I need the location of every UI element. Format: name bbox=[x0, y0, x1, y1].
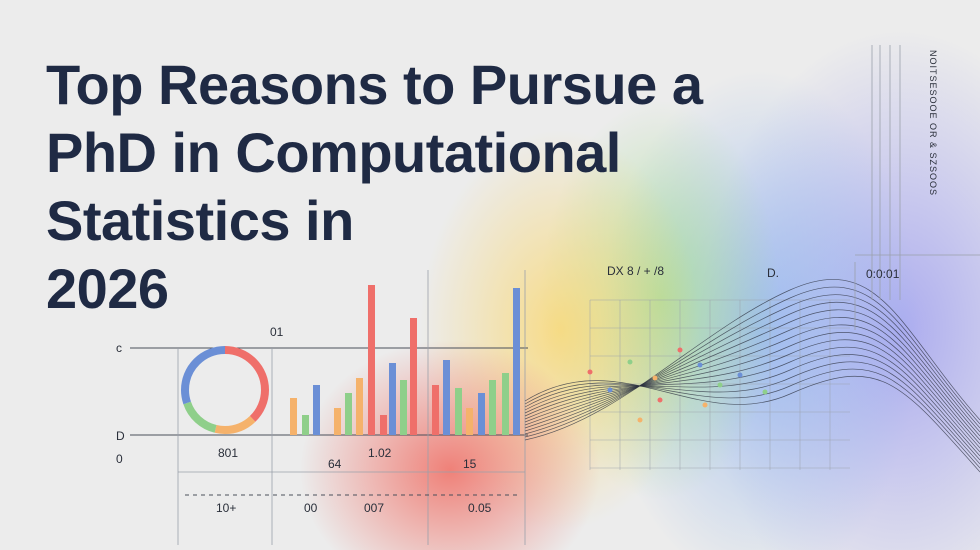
label: D. bbox=[767, 266, 779, 280]
label: 0 bbox=[116, 452, 123, 466]
wave-line bbox=[524, 331, 980, 449]
bar-group bbox=[290, 285, 520, 435]
wave-graphic bbox=[524, 45, 980, 473]
label: 1.02 bbox=[368, 446, 392, 460]
node-dot bbox=[627, 359, 633, 365]
decor-bar bbox=[410, 318, 417, 435]
wave-line bbox=[524, 302, 980, 433]
decor-bar bbox=[380, 415, 387, 435]
donut-segment bbox=[181, 346, 269, 434]
decor-bar bbox=[432, 385, 439, 435]
title-line: Top Reasons to Pursue a bbox=[46, 53, 704, 116]
vertical-label: NOITSESOOE OR & SZSOOS bbox=[928, 50, 938, 196]
wave-line bbox=[524, 317, 980, 441]
decor-bar bbox=[478, 393, 485, 435]
label: 00 bbox=[304, 501, 318, 515]
label: c bbox=[116, 341, 122, 355]
decor-bar bbox=[302, 415, 309, 435]
decor-bar bbox=[513, 288, 520, 435]
decor-bar bbox=[489, 380, 496, 435]
wave-line bbox=[524, 286, 980, 438]
node-dot bbox=[587, 369, 593, 375]
decor-bar bbox=[400, 380, 407, 435]
decor-bar bbox=[368, 285, 375, 435]
decor-bar bbox=[502, 373, 509, 435]
label: 10+ bbox=[216, 501, 236, 515]
label: 01 bbox=[270, 325, 284, 339]
node-dot bbox=[717, 382, 723, 388]
title-line: 2026 bbox=[46, 257, 169, 320]
decor-bar bbox=[356, 378, 363, 435]
wave-line bbox=[524, 368, 980, 469]
label: D bbox=[116, 429, 125, 443]
label: 0.05 bbox=[468, 501, 492, 515]
node-dot bbox=[702, 402, 708, 408]
title-line: Statistics in bbox=[46, 189, 354, 252]
decor-bar bbox=[389, 363, 396, 435]
node-dot bbox=[607, 387, 613, 393]
wave-line bbox=[524, 354, 980, 461]
node-dot bbox=[737, 372, 743, 378]
donut-segment bbox=[181, 346, 269, 434]
label: 64 bbox=[328, 457, 342, 471]
wave-line bbox=[524, 294, 980, 435]
node-dot bbox=[677, 347, 683, 353]
wave-line bbox=[524, 375, 980, 473]
node-dot bbox=[652, 375, 658, 381]
decor-bar bbox=[455, 388, 462, 435]
label: 0:0:01 bbox=[866, 267, 900, 281]
node-dot bbox=[697, 362, 703, 368]
decor-bar bbox=[313, 385, 320, 435]
wave-line bbox=[524, 279, 980, 441]
wave-line bbox=[524, 361, 980, 465]
decor-bar bbox=[466, 408, 473, 435]
decor-bar bbox=[345, 393, 352, 435]
label: 007 bbox=[364, 501, 384, 515]
node-dot bbox=[637, 417, 643, 423]
title-line: PhD in Computational bbox=[46, 121, 621, 184]
label: DX 8 / + /8 bbox=[607, 264, 664, 278]
label: 15 bbox=[463, 457, 477, 471]
wave-line bbox=[524, 324, 980, 445]
decor-bar bbox=[443, 360, 450, 435]
decor-bar bbox=[334, 408, 341, 435]
decor-bar bbox=[290, 398, 297, 435]
node-dot bbox=[657, 397, 663, 403]
label: 801 bbox=[218, 446, 238, 460]
node-dot bbox=[762, 389, 768, 395]
wave-line bbox=[524, 309, 980, 437]
